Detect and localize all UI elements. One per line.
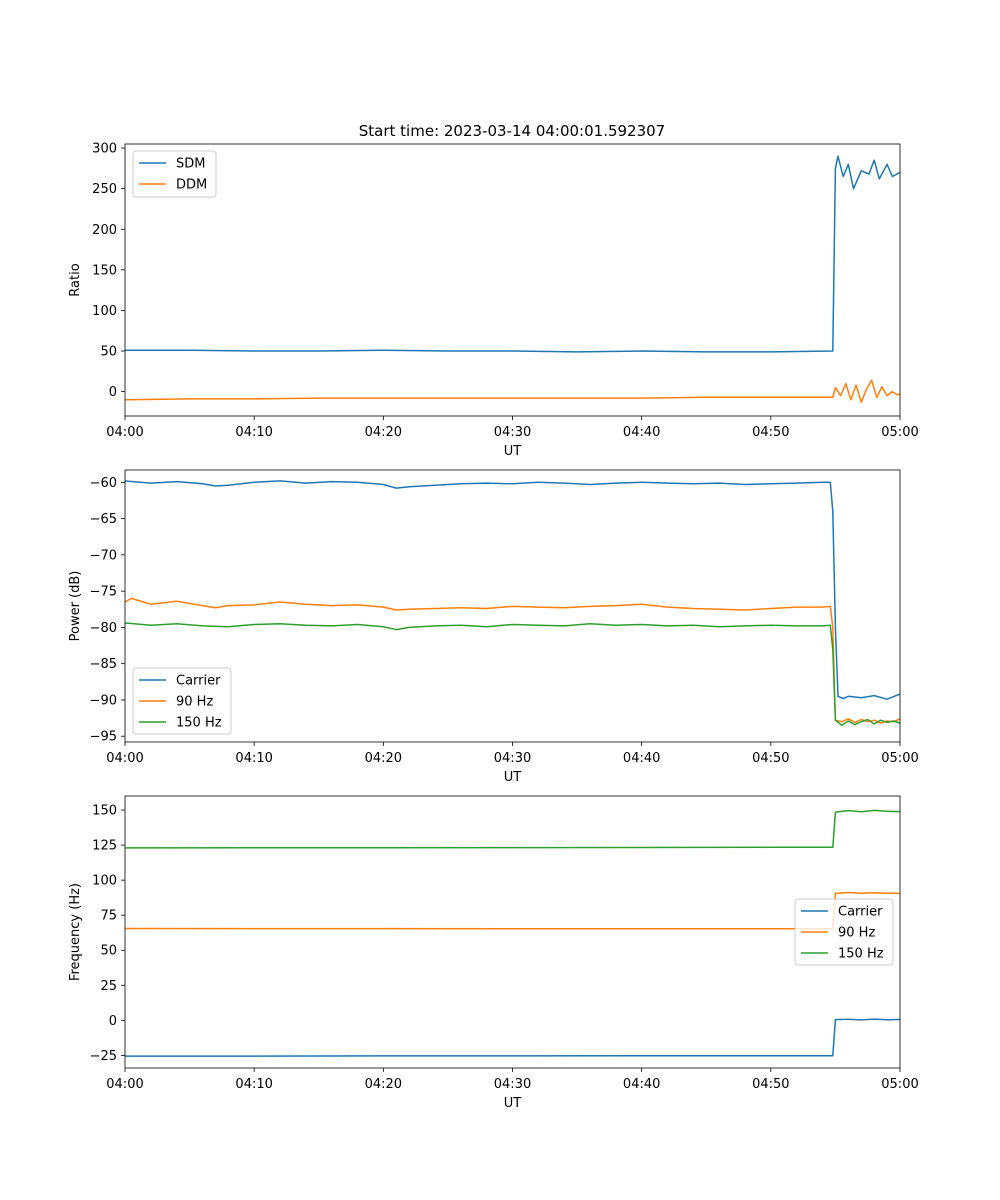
x-tick-label: 04:00 (106, 1077, 143, 1092)
legend-label: SDM (176, 157, 205, 172)
y-tick-label: 150 (92, 263, 117, 278)
x-tick-label: 04:00 (106, 751, 143, 766)
y-tick-label: 50 (100, 345, 117, 360)
x-axis-label: UT (504, 444, 522, 459)
y-tick-label: 125 (92, 839, 117, 854)
y-tick-label: 100 (92, 874, 117, 889)
legend-label: 150 Hz (838, 947, 884, 962)
x-tick-label: 04:40 (623, 751, 660, 766)
legend-box (794, 898, 894, 966)
x-tick-label: 04:40 (623, 1077, 660, 1092)
legend-label: 90 Hz (176, 695, 213, 710)
series-line-1 (125, 480, 900, 700)
x-tick-label: 05:00 (881, 751, 918, 766)
y-tick-label: −95 (90, 730, 117, 745)
figure-title: Start time: 2023-03-14 04:00:01.592307 (359, 122, 665, 140)
x-tick-label: 04:30 (494, 425, 531, 440)
series-line-2 (125, 379, 900, 403)
y-tick-label: −70 (90, 548, 117, 563)
x-tick-label: 05:00 (881, 425, 918, 440)
x-tick-label: 04:20 (365, 751, 402, 766)
legend: Carrier 90 Hz 150 Hz (132, 667, 232, 735)
y-tick-label: 200 (92, 223, 117, 238)
y-tick-label: 75 (100, 909, 117, 924)
series-line-1 (125, 155, 900, 353)
legend-label: 150 Hz (176, 716, 222, 731)
series-line-3 (125, 622, 900, 727)
x-axis-label: UT (504, 1096, 522, 1111)
x-tick-label: 04:50 (752, 1077, 789, 1092)
y-axis-label: Power (dB) (68, 571, 83, 642)
x-tick-label: 04:10 (235, 751, 272, 766)
x-tick-label: 04:10 (235, 425, 272, 440)
y-tick-label: 25 (100, 979, 117, 994)
y-tick-label: 50 (100, 944, 117, 959)
y-tick-label: 150 (92, 804, 117, 819)
chart-panel-2: 04:00 04:10 04:20 04:30 04:40 04:50 05:00 −95 −9… (68, 469, 919, 785)
y-axis-label: Ratio (68, 263, 83, 296)
legend: Carrier 90 Hz 150 Hz (794, 898, 894, 966)
x-tick-label: 04:10 (235, 1077, 272, 1092)
y-tick-label: 0 (109, 385, 117, 400)
x-tick-label: 04:30 (494, 1077, 531, 1092)
y-tick-label: 300 (92, 142, 117, 157)
y-tick-label: −65 (90, 512, 117, 527)
x-tick-label: 05:00 (881, 1077, 918, 1092)
chart-panel-1: 04:00 04:10 04:20 04:30 04:40 04:50 05:00 0 50 10… (68, 142, 919, 459)
series-line-1 (125, 1018, 900, 1057)
x-tick-label: 04:50 (752, 751, 789, 766)
legend-label: 90 Hz (838, 926, 875, 941)
y-tick-label: −25 (90, 1049, 117, 1064)
y-tick-label: 250 (92, 182, 117, 197)
y-tick-label: −60 (90, 476, 117, 491)
legend-label: Carrier (838, 905, 883, 920)
y-tick-label: −80 (90, 621, 117, 636)
x-tick-label: 04:50 (752, 425, 789, 440)
y-tick-label: −85 (90, 657, 117, 672)
legend: SDM DDM (132, 150, 217, 198)
chart-panel-3: 04:00 04:10 04:20 04:30 04:40 04:50 05:00 −25 0 2… (68, 795, 919, 1111)
y-tick-label: −75 (90, 585, 117, 600)
legend-box (132, 667, 232, 735)
plot-area (125, 155, 900, 403)
x-tick-label: 04:30 (494, 751, 531, 766)
y-tick-label: 100 (92, 304, 117, 319)
y-tick-label: −90 (90, 693, 117, 708)
x-tick-label: 04:00 (106, 425, 143, 440)
plot-area (125, 480, 900, 727)
series-line-3 (125, 809, 900, 849)
legend-label: Carrier (176, 674, 221, 689)
x-tick-label: 04:20 (365, 425, 402, 440)
x-tick-label: 04:20 (365, 1077, 402, 1092)
series-line-2 (125, 597, 900, 724)
chart-panels: 04:00 04:10 04:20 04:30 04:40 04:50 05:00 0 50 10… (68, 142, 919, 1111)
legend-label: DDM (176, 178, 207, 193)
y-tick-label: 0 (109, 1014, 117, 1029)
y-axis-label: Frequency (Hz) (68, 883, 83, 981)
x-tick-label: 04:40 (623, 425, 660, 440)
x-axis-label: UT (504, 770, 522, 785)
